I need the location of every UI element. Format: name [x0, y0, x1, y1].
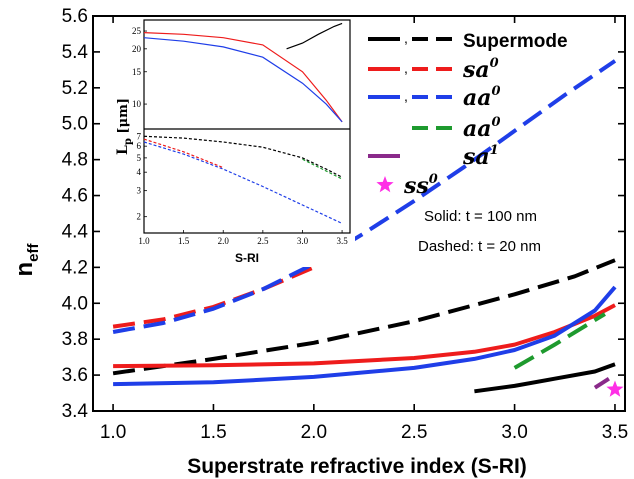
inset-x-axis-title: S-RI [235, 251, 259, 265]
legend-separator-1: , [404, 60, 408, 76]
legend-item-2: , aa0 [368, 84, 501, 111]
inset-top-line-2 [286, 22, 343, 50]
inset-bottom-y-tick-label-5: 2 [137, 212, 142, 222]
legend-label-text-1: sa [462, 57, 490, 83]
x-tick-label-1: 1.5 [200, 422, 226, 443]
legend-label-sup-1: 0 [490, 56, 499, 71]
legend-label-sup-5: 0 [429, 172, 438, 187]
y-tick-label-6: 4.6 [62, 186, 88, 207]
inset-top-y-tick-label-3: 10 [132, 99, 142, 109]
legend-label-4: sa1 [462, 143, 499, 170]
legend-separator-2: , [404, 88, 408, 104]
x-axis-title: Superstrate refractive index (S-RI) [187, 455, 527, 478]
inset-bottom-y-tick-label-1: 6 [137, 141, 142, 151]
inset-y-title-main: L [115, 145, 131, 155]
inset-x-tick-label-0: 1.0 [138, 236, 150, 246]
inset-x-tick-label-4: 3.0 [297, 236, 309, 246]
legend-label-3: aa0 [463, 115, 501, 142]
series-layer [112, 59, 624, 397]
series-line-1 [112, 258, 616, 376]
inset-top-y-tick-label-0: 25 [132, 26, 142, 36]
annotation-solid: Solid: t = 100 nm [424, 208, 537, 225]
x-tick-label-4: 3.0 [501, 422, 527, 443]
legend-label-sup-2: 0 [492, 84, 501, 99]
legend-item-0: , Supermode [368, 30, 568, 52]
inset-frame [143, 19, 351, 234]
inset-bottom-y-tick-label-2: 5 [137, 153, 142, 163]
series-marker-8 [606, 380, 624, 397]
y-tick-label-0: 3.4 [62, 401, 89, 422]
y-tick-label-4: 4.2 [62, 257, 88, 278]
plot-frame [92, 15, 626, 412]
inset-top-y-tick-label-1: 20 [132, 44, 142, 54]
x-tick-label-0: 1.0 [100, 422, 126, 443]
y-tick-label-8: 5.0 [62, 114, 88, 135]
y-tick-label-9: 5.2 [62, 78, 88, 99]
legend-label-text-4: sa [462, 144, 490, 170]
legend-item-1: , sa0 [368, 56, 499, 83]
legend-item-3: aa0 [412, 115, 501, 142]
y-axis-title-sub: eff [25, 242, 42, 261]
y-axis-title: neff [11, 242, 42, 276]
inset-x-tick-label-5: 3.5 [336, 236, 348, 246]
inset-top-y-tick-label-2: 15 [132, 67, 142, 77]
y-tick-label-3: 4.0 [62, 293, 88, 314]
series-line-3 [112, 254, 335, 329]
series-line-0 [474, 362, 616, 394]
legend-label-text-0: Supermode [463, 31, 568, 52]
inset-x-tick-label-1: 1.5 [178, 236, 190, 246]
legend-label-1: sa0 [462, 56, 499, 83]
inset-y-title-unit: [μm] [116, 98, 131, 138]
series-line-7 [593, 377, 610, 390]
legend-label-sup-3: 0 [492, 115, 501, 130]
annotation-dashed: Dashed: t = 20 nm [418, 238, 541, 255]
inset-bottom-line-2 [143, 141, 343, 224]
inset-x-tick-label-3: 2.5 [257, 236, 269, 246]
inset-y-axis-title: Lp [μm] [115, 98, 134, 155]
legend-label-text-5: ss [403, 173, 429, 199]
inset-top-line-0 [143, 32, 343, 123]
inset-bottom-line-1 [143, 138, 224, 169]
legend-label-text-3: aa [463, 116, 492, 142]
inset-plot: 1.0 1.5 2.0 2.5 3.0 3.5 25 20 15 10 76 5 4 3 2 S-RI Lp [… [115, 17, 355, 267]
inset-bottom-y-tick-label-4: 3 [137, 186, 142, 196]
inset-bottom-line-0 [143, 135, 343, 178]
inset-bottom-line-3 [302, 158, 343, 180]
y-tick-label-10: 5.4 [62, 42, 89, 63]
y-tick-label-5: 4.4 [62, 221, 89, 242]
legend-label-2: aa0 [463, 84, 501, 111]
x-tick-label-5: 3.5 [602, 422, 628, 443]
y-tick-label-11: 5.6 [62, 6, 88, 27]
legend-label-5: ss0 [403, 172, 438, 199]
y-tick-label-1: 3.6 [62, 365, 88, 386]
ticks-layer: 1.0 1.5 2.0 2.5 3.0 3.5 3.4 3.6 3.8 4.0 4.2 4.4 4.6 4… [62, 6, 629, 443]
legend-label-0: Supermode [463, 31, 568, 52]
y-tick-label-2: 3.8 [62, 329, 88, 350]
x-tick-label-3: 2.5 [401, 422, 427, 443]
inset-background [119, 17, 355, 267]
svg-text:neff: neff [11, 242, 42, 276]
legend-separator-0: , [404, 30, 408, 46]
x-tick-label-2: 2.0 [301, 422, 327, 443]
legend-label-text-2: aa [463, 85, 492, 111]
inset-bottom-y-tick-label-3: 4 [137, 167, 142, 177]
series-line-5 [112, 59, 617, 334]
legend-item-4: sa1 [368, 143, 499, 170]
series-line-6 [513, 312, 606, 370]
inset-y-title-sub: p [123, 138, 134, 145]
inset-bottom-y-tick-label-0: 7 [137, 131, 142, 141]
legend-star-5 [376, 176, 394, 193]
inset-top-line-1 [143, 37, 343, 123]
y-axis-title-main: n [11, 262, 38, 277]
series-line-4 [113, 285, 617, 387]
legend-item-5: ss0 [376, 172, 438, 199]
y-tick-label-7: 4.8 [62, 150, 88, 171]
inset-y-axis-title-text: Lp [μm] [115, 98, 134, 155]
legend-label-sup-4: 1 [490, 143, 499, 158]
inset-x-tick-label-2: 2.0 [218, 236, 230, 246]
